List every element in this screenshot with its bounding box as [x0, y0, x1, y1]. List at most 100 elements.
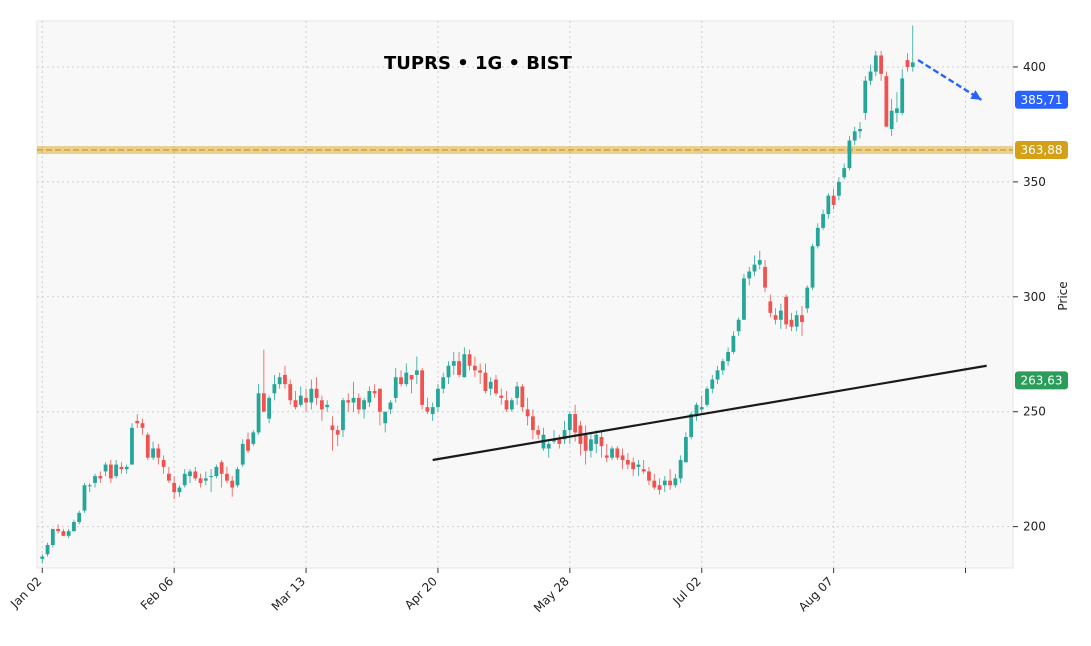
candle-body [842, 168, 847, 178]
candle [93, 473, 97, 488]
price-tag: 385,71 [1015, 90, 1068, 109]
candle [710, 374, 715, 394]
candle [277, 372, 282, 389]
candle [546, 441, 551, 458]
candle [589, 432, 593, 458]
candle [235, 466, 240, 488]
candle [61, 528, 66, 536]
candle-body [863, 80, 868, 113]
candle [773, 308, 778, 325]
candle-body [219, 462, 224, 474]
candle-body [647, 471, 651, 481]
candle [462, 347, 467, 378]
y-tick-label: 200 [1023, 520, 1046, 534]
candle-body [462, 354, 467, 378]
candle [494, 374, 498, 396]
candle-body [272, 384, 277, 394]
candle [314, 377, 319, 405]
price-tag-label: 385,71 [1021, 93, 1063, 107]
candle-body [161, 459, 166, 467]
candle [763, 260, 767, 293]
price-tag-box [1015, 90, 1068, 109]
candle-body [610, 448, 614, 458]
x-tick-label: May 28 [531, 574, 572, 615]
candle-body [858, 129, 862, 132]
candle-body [763, 266, 767, 288]
candle-body [509, 400, 514, 410]
candle [372, 384, 377, 398]
candle-body [583, 434, 588, 451]
candle-body [710, 379, 715, 389]
projection-arrow [917, 59, 982, 101]
x-tick-label: Aug 07 [796, 574, 836, 614]
candle [842, 163, 847, 180]
candle [720, 358, 725, 375]
candle [726, 347, 731, 366]
candle-body [209, 476, 213, 478]
candle [351, 381, 356, 412]
candle [198, 473, 203, 488]
candle [910, 25, 915, 72]
candle [135, 414, 140, 428]
candle [483, 363, 488, 394]
candle-body [277, 377, 282, 385]
candlestick-series [40, 25, 915, 564]
candle [747, 266, 752, 286]
candle [388, 400, 393, 415]
candle-body [525, 409, 530, 417]
candle [884, 71, 889, 127]
candle [467, 349, 472, 371]
candle [457, 351, 461, 378]
x-tick-label: Feb 06 [138, 574, 176, 612]
candle [177, 485, 182, 497]
candle [356, 393, 361, 415]
candle [625, 453, 630, 470]
candle [203, 471, 208, 486]
candle-body [604, 455, 609, 458]
candle-body [678, 459, 683, 479]
candle [330, 416, 335, 451]
candle-body [778, 310, 783, 320]
candle [341, 397, 345, 437]
candle-body [499, 395, 504, 398]
candle [430, 402, 435, 421]
price-tag-label: 363,88 [1021, 143, 1063, 157]
candle [393, 368, 398, 403]
candle-body [166, 473, 171, 481]
candle-body [404, 372, 409, 385]
candle-body [341, 400, 345, 431]
candle-body [910, 62, 915, 67]
candle [446, 361, 451, 385]
price-tag-box [1015, 371, 1068, 390]
candle-body [636, 464, 641, 467]
candle-body [246, 439, 250, 451]
x-tick-label: Jul 02 [670, 574, 704, 608]
candle [478, 363, 483, 385]
candle-body [330, 425, 335, 431]
candle [77, 510, 82, 525]
candle-body [457, 361, 461, 375]
candle [288, 379, 293, 405]
candle-body [98, 476, 103, 479]
trendline-segment [432, 364, 987, 462]
candle-body [757, 260, 762, 265]
candle-body [504, 400, 509, 410]
candle [831, 188, 836, 210]
candle-body [103, 464, 108, 472]
candle-body [731, 335, 736, 352]
candle-body [699, 407, 704, 410]
candle [114, 459, 119, 479]
candle [414, 356, 419, 385]
candle-body [810, 246, 815, 288]
candle-body [319, 400, 324, 410]
candle-body [705, 388, 709, 405]
candle-body [198, 478, 203, 483]
candle [441, 372, 446, 394]
candle-body [119, 466, 124, 470]
candle [267, 395, 272, 424]
chart-title: TUPRS • 1G • BIST [384, 53, 573, 74]
candle-body [488, 381, 493, 389]
candle-body [889, 110, 894, 130]
candle [246, 432, 250, 454]
candle [119, 462, 124, 474]
